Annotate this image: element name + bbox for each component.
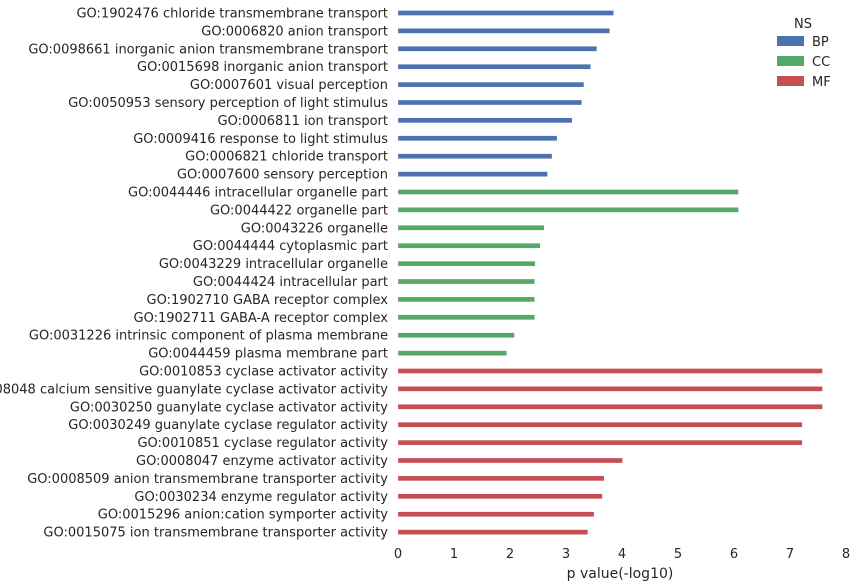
category-label: GO:0010853 cyclase activator activity [139,365,388,380]
bar-cc [397,332,515,338]
category-label: GO:0006811 ion transport [218,114,389,129]
bar-mf [397,529,588,535]
legend-title: NS [794,17,812,32]
category-label: GO:1902711 GABA-A receptor complex [134,311,389,326]
bar-bp [397,46,597,52]
bar-cc [397,207,739,213]
category-label: GO:1902476 chloride transmembrane transp… [76,7,388,22]
legend-swatch-cc [777,56,804,66]
x-tick-label: 4 [618,547,626,562]
bar-bp [397,28,610,34]
category-label: GO:0044424 intracellular part [193,275,388,290]
category-label: GO:0009416 response to light stimulus [133,132,388,147]
bar-mf [397,493,603,499]
category-label: GO:0006821 chloride transport [185,150,388,165]
category-label: GO:0031226 intrinsic component of plasma… [29,329,388,344]
x-tick-label: 3 [562,547,570,562]
x-axis-ticks: 0 1 2 3 4 5 6 7 8 [394,547,850,562]
category-label: GO:0007601 visual perception [190,78,388,93]
bar-cc [397,296,535,303]
category-label: GO:0015075 ion transmembrane transporter… [43,526,388,541]
legend-swatch-bp [777,36,804,46]
category-label: GO:0050953 sensory perception of light s… [68,96,388,111]
x-tick-label: 8 [842,547,850,562]
category-label: GO:0008048 calcium sensitive guanylate c… [0,382,388,397]
legend-swatch-mf [777,76,804,86]
bars-layer [397,10,823,535]
category-label: GO:0007600 sensory perception [177,168,388,183]
bar-mf [397,457,623,464]
bar-mf [397,386,823,392]
bar-bp [397,81,585,88]
bar-cc [397,260,536,267]
category-label: GO:0044422 organelle part [210,203,388,218]
category-label: GO:0006820 anion transport [201,24,388,39]
x-tick-label: 2 [506,547,514,562]
x-tick-label: 0 [394,547,402,562]
category-label: GO:0030234 enzyme regulator activity [134,490,388,505]
x-axis-label: p value(-log10) [567,566,674,582]
legend-label-bp: BP [812,35,829,50]
bar-bp [397,64,591,70]
category-label: GO:0044446 intracellular organelle part [128,186,388,201]
legend: NS BP CC MF [777,17,831,90]
category-label: GO:1902710 GABA receptor complex [147,293,389,308]
category-labels: GO:1902476 chloride transmembrane transp… [0,7,388,541]
bar-bp [397,117,573,124]
category-label: GO:0015698 inorganic anion transport [137,60,388,75]
x-tick-label: 7 [786,547,794,562]
category-label: GO:0043226 organelle [241,221,388,236]
category-label: GO:0008509 anion transmembrane transport… [27,472,388,487]
bar-bp [397,135,558,141]
bar-cc [397,243,541,249]
legend-label-mf: MF [812,75,831,90]
bar-mf [397,422,803,428]
category-label: GO:0044444 cytoplasmic part [193,239,388,254]
x-tick-label: 5 [674,547,682,562]
bar-cc [397,278,535,285]
bar-cc [397,189,739,195]
x-tick-label: 1 [450,547,458,562]
bar-mf [397,511,595,517]
category-label: GO:0030249 guanylate cyclase regulator a… [68,418,388,433]
legend-label-cc: CC [812,55,830,70]
bar-cc [397,314,535,320]
bar-bp [397,99,582,106]
bar-cc [397,225,545,231]
bar-mf [397,368,823,374]
category-label: GO:0010851 cyclase regulator activity [137,436,388,451]
bar-bp [397,171,548,177]
category-label: GO:0098661 inorganic anion transmembrane… [28,42,388,57]
category-label: GO:0043229 intracellular organelle [159,257,388,272]
bar-bp [397,153,553,159]
category-label: GO:0015296 anion:cation symporter activi… [98,508,389,523]
x-tick-label: 6 [730,547,738,562]
category-label: GO:0008047 enzyme activator activity [136,454,388,469]
category-label: GO:0030250 guanylate cyclase activator a… [70,400,388,415]
bar-mf [397,404,823,410]
bar-bp [397,10,614,16]
category-label: GO:0044459 plasma membrane part [148,347,388,362]
bar-mf [397,475,605,482]
bar-mf [397,439,803,446]
bar-cc [397,350,507,356]
legend-entries: BP CC MF [777,35,831,90]
